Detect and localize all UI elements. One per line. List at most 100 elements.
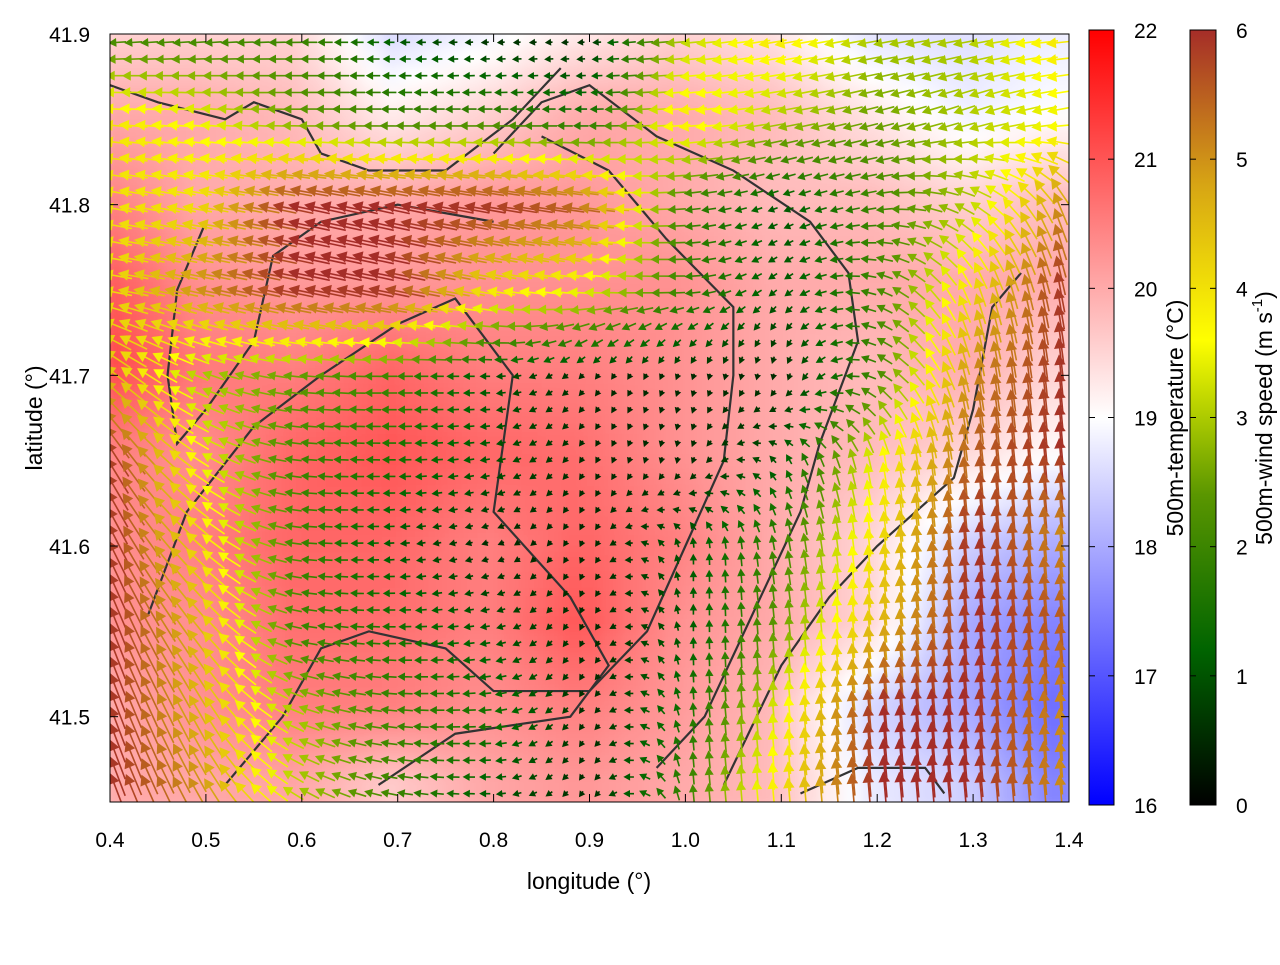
wind-arrow <box>447 55 459 63</box>
wind-arrow <box>562 690 570 698</box>
wind-arrow <box>562 640 570 648</box>
wind-arrow <box>674 473 682 480</box>
x-tick-label: 1.0 <box>671 829 700 852</box>
wind-arrow <box>606 38 619 47</box>
wind-arrow <box>874 105 895 115</box>
wind-arrow <box>431 55 443 63</box>
wind-arrow <box>156 37 175 47</box>
wind-arrow <box>366 55 380 64</box>
wind-arrow <box>840 54 865 65</box>
wind-arrow <box>889 54 912 65</box>
wind-arrow <box>578 790 586 798</box>
wind-arrow <box>843 138 862 148</box>
wind-arrow <box>591 55 602 63</box>
wind-arrow <box>204 37 222 47</box>
wind-arrow <box>463 55 475 63</box>
wind-arrow <box>576 55 586 63</box>
wind-arrow <box>578 389 586 397</box>
wind-arrow <box>578 406 586 414</box>
wind-arrow <box>594 790 602 798</box>
wind-arrow <box>432 38 442 46</box>
wind-arrow <box>937 54 960 65</box>
y-tick-label: 41.8 <box>49 195 90 218</box>
wind-arrow <box>380 104 397 114</box>
wind-arrow <box>546 623 553 631</box>
wind-arrow <box>906 121 927 132</box>
wind-arrow <box>511 55 522 63</box>
wind-arrow <box>953 88 976 99</box>
wind-arrow <box>953 105 976 115</box>
wind-arrow <box>770 389 777 397</box>
wind-arrow <box>859 138 878 148</box>
colorbar-tick-label: 21 <box>1134 149 1157 172</box>
x-tick-label: 0.4 <box>95 829 125 852</box>
wind-arrow <box>382 71 396 80</box>
wind-arrow <box>333 54 349 64</box>
wind-arrow <box>507 121 526 131</box>
wind-arrow <box>968 54 992 65</box>
wind-arrow <box>562 406 569 413</box>
wind-arrow <box>528 55 538 63</box>
wind-arrow <box>333 38 349 47</box>
wind-arrow <box>744 121 769 132</box>
wind-arrow <box>857 54 880 65</box>
wind-arrow <box>415 38 426 46</box>
wind-arrow <box>252 38 270 47</box>
x-tick-label: 1.1 <box>767 829 796 852</box>
wind-arrow <box>890 105 911 115</box>
wind-arrow <box>529 506 537 513</box>
wind-arrow <box>546 489 553 497</box>
wind-arrow <box>172 38 190 47</box>
wind-arrow <box>511 71 523 80</box>
wind-arrow <box>546 606 554 614</box>
wind-arrow <box>968 88 992 99</box>
wind-arrow <box>609 522 617 530</box>
wind-arrow <box>546 589 554 597</box>
wind-arrow <box>445 88 460 97</box>
y-tick-label: 41.7 <box>49 365 90 388</box>
y-tick-label: 41.6 <box>49 536 90 559</box>
wind-label-end: ) <box>1251 291 1277 299</box>
wind-arrow <box>510 88 524 97</box>
wind-arrow <box>776 104 801 115</box>
wind-arrow <box>300 71 318 81</box>
wind-arrow <box>561 372 569 380</box>
wind-arrow <box>889 88 911 98</box>
wind-arrow <box>397 88 413 97</box>
wind-arrow <box>606 55 620 64</box>
wind-arrow <box>558 88 571 97</box>
wind-arrow <box>267 54 287 64</box>
wind-arrow <box>841 71 864 82</box>
wind-arrow <box>969 121 992 132</box>
wind-arrow <box>594 673 602 681</box>
wind-arrow <box>429 88 444 97</box>
wind-arrow <box>620 54 637 64</box>
colorbar-tick-label: 22 <box>1134 20 1157 43</box>
wind-arrow <box>316 71 334 81</box>
wind-arrow <box>559 72 570 80</box>
wind-arrow <box>721 422 729 430</box>
wind-arrow <box>635 54 654 64</box>
wind-arrow <box>572 121 589 131</box>
wind-arrow <box>636 38 654 47</box>
wind-arrow <box>332 71 349 81</box>
colorbar-tick-label: 20 <box>1134 278 1157 301</box>
wind-arrow <box>382 55 396 63</box>
wind-arrow <box>793 121 816 132</box>
wind-arrow <box>381 88 397 97</box>
wind-arrow <box>562 740 569 748</box>
wind-arrow <box>528 38 537 46</box>
wind-arrow <box>825 88 848 98</box>
wind-arrow <box>889 71 912 82</box>
wind-arrow <box>722 406 730 414</box>
wind-arrow <box>444 104 461 114</box>
wind-arrow <box>937 121 960 132</box>
wind-arrow <box>494 88 508 97</box>
wind-arrow <box>546 556 554 564</box>
wind-arrow <box>540 121 558 131</box>
wind-arrow <box>594 740 602 747</box>
wind-arrow <box>578 372 586 380</box>
wind-arrow <box>594 773 602 781</box>
wind-arrow <box>562 790 570 797</box>
wind-arrow <box>348 104 366 114</box>
